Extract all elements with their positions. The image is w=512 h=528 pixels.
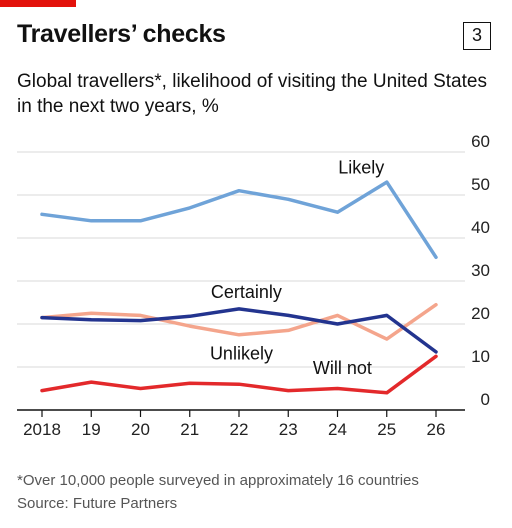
series-label-certainly: Certainly bbox=[211, 282, 282, 302]
y-tick-label: 50 bbox=[471, 175, 490, 194]
series-line-unlikely bbox=[40, 302, 438, 341]
x-tick-label: 25 bbox=[377, 420, 396, 439]
y-tick-label: 0 bbox=[481, 390, 490, 409]
brand-accent-bar bbox=[0, 0, 76, 7]
y-tick-label: 30 bbox=[471, 261, 490, 280]
chart-subtitle: Global travellers*, likelihood of visiti… bbox=[17, 71, 487, 117]
chart-title: Travellers’ checks bbox=[17, 20, 226, 48]
x-tick-label: 2018 bbox=[23, 420, 61, 439]
series-line-will-not bbox=[40, 354, 438, 395]
x-tick-label: 19 bbox=[82, 420, 101, 439]
series-line-certainly bbox=[40, 307, 438, 354]
y-tick-label: 40 bbox=[471, 218, 490, 237]
series-label-likely: Likely bbox=[338, 158, 384, 178]
footnote: *Over 10,000 people surveyed in approxim… bbox=[17, 472, 419, 489]
x-tick-label: 23 bbox=[279, 420, 298, 439]
x-tick-label: 26 bbox=[427, 420, 446, 439]
y-tick-label: 20 bbox=[471, 304, 490, 323]
x-tick-label: 24 bbox=[328, 420, 347, 439]
line-chart: 60 50 40 30 20 10 0 2018 19 20 21 22 23 24 25 26 Likely C… bbox=[17, 132, 490, 439]
y-tick-label: 10 bbox=[471, 347, 490, 366]
y-tick-label: 60 bbox=[471, 132, 490, 151]
x-tick-label: 22 bbox=[230, 420, 249, 439]
series-label-will-not: Will not bbox=[313, 358, 372, 378]
x-tick-label: 21 bbox=[180, 420, 199, 439]
series-line-likely bbox=[40, 180, 438, 260]
x-tick-label: 20 bbox=[131, 420, 150, 439]
source-note: Source: Future Partners bbox=[17, 495, 178, 512]
chart-number-badge: 3 bbox=[463, 22, 491, 50]
series-label-unlikely: Unlikely bbox=[210, 344, 273, 364]
